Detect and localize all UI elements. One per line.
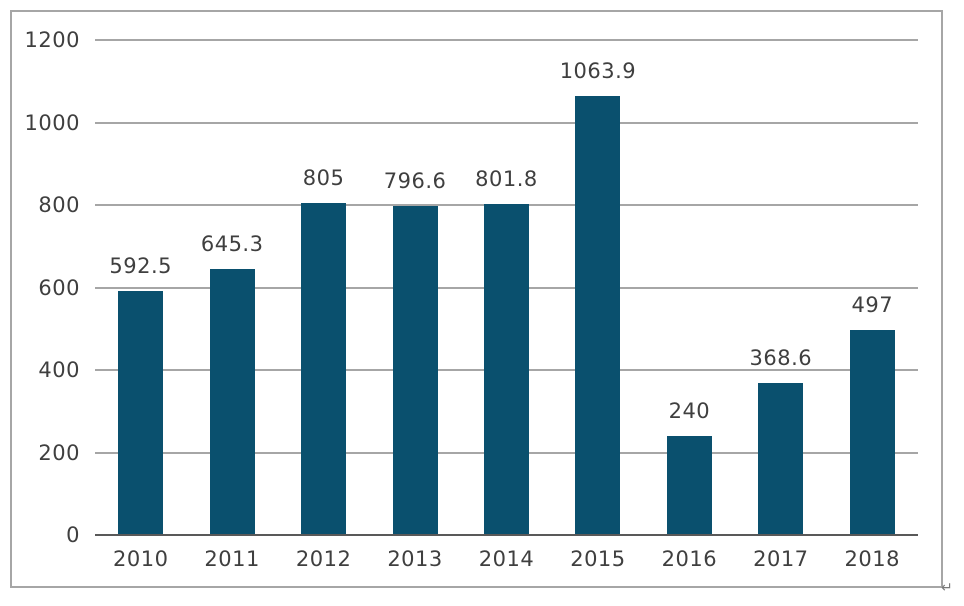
- bar: [392, 206, 438, 535]
- y-tick-label: 600: [38, 275, 80, 300]
- y-tick-label: 200: [38, 440, 80, 465]
- paragraph-return-mark: ↵: [941, 580, 953, 596]
- bar-value-label: 240: [668, 399, 711, 423]
- y-tick-label: 800: [38, 193, 80, 217]
- chart-frame[interactable]: [10, 10, 943, 588]
- x-tick-label: 2011: [204, 547, 260, 571]
- bar-value-label: 592.5: [109, 253, 173, 278]
- bar: [301, 202, 347, 535]
- x-tick-label: 2017: [753, 547, 809, 571]
- bar-value-label: 1063.9: [559, 59, 637, 84]
- bar-value-label: 796.6: [383, 169, 447, 194]
- bar: [575, 96, 621, 535]
- y-gridline: [95, 121, 918, 124]
- bar: [209, 268, 255, 535]
- x-tick-label: 2010: [112, 547, 169, 571]
- bar: [118, 290, 164, 535]
- y-tick-label: 1000: [24, 110, 80, 135]
- bar-value-label: 368.6: [749, 345, 813, 370]
- bar-value-label: 801.8: [475, 167, 538, 192]
- y-tick-label: 0: [66, 523, 80, 547]
- bar: [484, 204, 529, 535]
- x-tick-label: 2015: [570, 547, 626, 571]
- x-tick-label: 2014: [478, 547, 535, 571]
- bar: [849, 329, 895, 535]
- x-axis-line: [95, 534, 918, 536]
- x-tick-label: 2016: [661, 547, 718, 571]
- bar-value-label: 645.3: [200, 231, 264, 256]
- bar: [666, 436, 712, 535]
- y-gridline: [95, 39, 918, 41]
- bar-value-label: 805: [302, 165, 345, 190]
- bar-value-label: 497: [851, 292, 894, 317]
- x-tick-label: 2018: [844, 547, 900, 571]
- y-tick-label: 400: [38, 358, 80, 382]
- bar: [758, 382, 804, 535]
- x-tick-label: 2012: [295, 547, 352, 571]
- y-tick-label: 1200: [24, 28, 80, 52]
- x-tick-label: 2013: [387, 547, 443, 571]
